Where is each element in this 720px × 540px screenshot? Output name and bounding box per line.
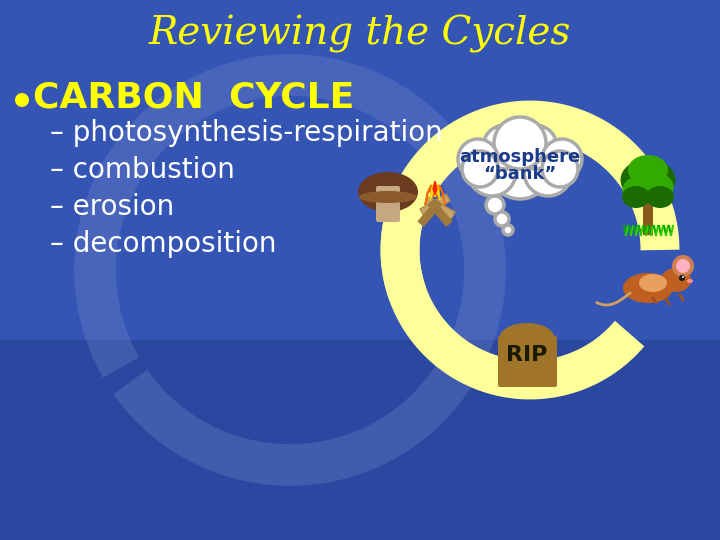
Ellipse shape xyxy=(623,176,657,204)
Ellipse shape xyxy=(646,186,674,208)
FancyBboxPatch shape xyxy=(376,186,400,222)
Circle shape xyxy=(468,148,516,196)
Circle shape xyxy=(503,225,513,235)
Ellipse shape xyxy=(661,268,691,292)
Circle shape xyxy=(676,259,690,273)
Circle shape xyxy=(488,135,552,199)
Ellipse shape xyxy=(358,172,418,212)
Circle shape xyxy=(542,151,578,187)
Text: Reviewing the Cycles: Reviewing the Cycles xyxy=(149,15,571,53)
Ellipse shape xyxy=(359,191,417,203)
Text: atmosphere: atmosphere xyxy=(459,148,580,166)
Circle shape xyxy=(679,275,685,281)
Text: “bank”: “bank” xyxy=(483,165,557,183)
Polygon shape xyxy=(418,200,441,226)
Bar xyxy=(643,190,653,235)
Polygon shape xyxy=(420,194,450,216)
Circle shape xyxy=(458,139,498,179)
Text: CARBON  CYCLE: CARBON CYCLE xyxy=(33,80,354,114)
Text: – decomposition: – decomposition xyxy=(50,230,276,258)
FancyBboxPatch shape xyxy=(498,336,557,387)
Ellipse shape xyxy=(500,323,554,353)
Ellipse shape xyxy=(623,273,673,303)
Circle shape xyxy=(483,125,527,169)
Circle shape xyxy=(486,196,504,214)
Text: – erosion: – erosion xyxy=(50,193,174,221)
Polygon shape xyxy=(425,197,455,219)
Polygon shape xyxy=(428,200,451,226)
Polygon shape xyxy=(430,183,440,200)
Circle shape xyxy=(495,212,509,226)
Ellipse shape xyxy=(622,186,650,208)
Circle shape xyxy=(494,117,546,169)
Text: – combustion: – combustion xyxy=(50,156,235,184)
Ellipse shape xyxy=(628,155,668,185)
Polygon shape xyxy=(425,183,445,205)
Circle shape xyxy=(513,125,557,169)
Circle shape xyxy=(542,139,582,179)
Circle shape xyxy=(672,255,694,277)
Ellipse shape xyxy=(687,279,693,283)
Circle shape xyxy=(524,148,572,196)
Circle shape xyxy=(15,93,29,107)
Ellipse shape xyxy=(621,159,675,201)
Polygon shape xyxy=(433,181,437,195)
Ellipse shape xyxy=(639,173,673,201)
Ellipse shape xyxy=(639,274,667,292)
Circle shape xyxy=(682,276,684,278)
Bar xyxy=(0,340,720,540)
Text: RIP: RIP xyxy=(506,345,548,365)
Text: – photosynthesis-respiration: – photosynthesis-respiration xyxy=(50,119,443,147)
Circle shape xyxy=(462,151,498,187)
